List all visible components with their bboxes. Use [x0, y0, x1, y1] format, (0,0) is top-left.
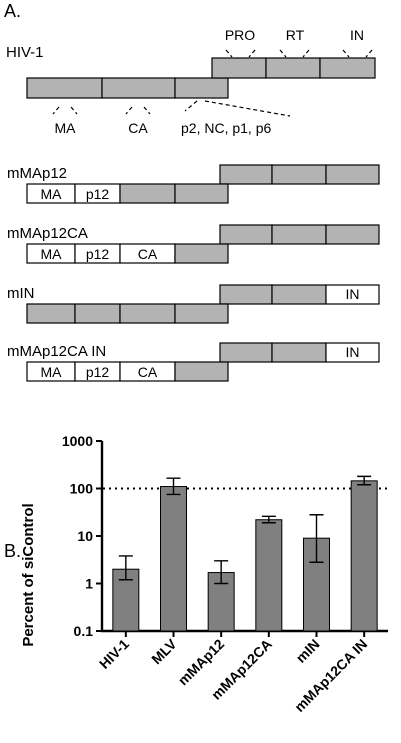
construct-row: mMAp12CA MA p12 CA	[7, 224, 380, 264]
hiv1-genome: HIV-1 PRO RT IN MA CA p2, NC, p1, p6	[6, 27, 376, 136]
error-bar	[357, 475, 372, 486]
bar	[350, 480, 378, 632]
ca-callout	[125, 106, 151, 115]
bar	[160, 486, 187, 632]
y-tick-label: 100	[70, 481, 94, 497]
pol-segment	[325, 342, 380, 363]
y-tick-label: 1	[85, 576, 93, 592]
panel-a-label: A.	[4, 1, 21, 21]
construct-row: mMAp12CA IN IN MA p12 CA	[7, 342, 380, 382]
construct-name: mIN	[7, 285, 35, 302]
construct-row: mIN IN	[7, 284, 380, 324]
gag-segment-label: p12	[86, 186, 110, 202]
in-callout	[342, 49, 373, 58]
construct-name: mMAp12	[7, 165, 67, 182]
gag-segment	[119, 303, 176, 324]
pol-segment	[219, 284, 273, 305]
gag-segment-label: CA	[138, 364, 158, 380]
x-tick-label: HIV-1	[96, 636, 132, 672]
pol-segment-label: IN	[346, 286, 360, 302]
gag-segment-label: MA	[41, 246, 63, 262]
construct-name: mMAp12CA IN	[7, 343, 106, 360]
pol-segment-label: IN	[346, 344, 360, 360]
gag-segment	[174, 361, 229, 382]
pol-segment	[219, 342, 273, 363]
hiv1-p2-segment	[174, 77, 229, 99]
hiv1-pro-segment	[211, 57, 267, 79]
gag-segment	[74, 303, 121, 324]
gag-segment	[174, 303, 229, 324]
hiv1-rt-segment	[265, 57, 321, 79]
pol-segment	[271, 164, 327, 185]
gag-segment	[119, 183, 176, 204]
y-tick-label: 1000	[62, 433, 93, 449]
construct-name: mMAp12CA	[7, 225, 88, 242]
error-bar	[166, 477, 181, 496]
gag-segment-label: p12	[86, 246, 110, 262]
hiv1-label: HIV-1	[6, 44, 44, 61]
pol-segment	[219, 224, 273, 245]
pol-segment	[271, 284, 327, 305]
pro-label: PRO	[225, 27, 255, 43]
pol-segment	[271, 224, 327, 245]
gag-segment	[174, 183, 229, 204]
ma-label: MA	[55, 120, 77, 136]
error-bar	[261, 515, 276, 524]
ma-callout	[52, 106, 78, 115]
construct-row: mMAp12 MA p12	[7, 164, 380, 204]
pol-segment	[325, 284, 380, 305]
pol-segment	[271, 342, 327, 363]
x-tick-label: mIN	[293, 636, 323, 666]
axes	[100, 441, 388, 633]
y-tick-label: 10	[77, 528, 93, 544]
gag-segment-label: CA	[138, 246, 158, 262]
p2-callout	[184, 100, 291, 117]
gag-segment-label: p12	[86, 364, 110, 380]
error-bar	[214, 560, 229, 585]
x-tick-label: MLV	[148, 635, 180, 667]
rt-label: RT	[286, 27, 305, 43]
gag-segment-label: MA	[41, 186, 63, 202]
y-tick-label: 0.1	[74, 623, 94, 639]
hiv1-in-segment	[319, 57, 376, 79]
panel-b-label: B.	[4, 541, 21, 561]
pol-segment	[325, 224, 380, 245]
hiv1-ma-segment	[26, 77, 103, 99]
gag-segment-label: MA	[41, 364, 63, 380]
bar	[255, 519, 283, 632]
gag-segment	[26, 303, 76, 324]
error-bar	[118, 555, 133, 581]
rt-callout	[279, 49, 310, 58]
y-axis-title: Percent of siControl	[20, 503, 37, 646]
p2-nc-p1-p6-label: p2, NC, p1, p6	[181, 120, 271, 136]
ca-label: CA	[128, 120, 148, 136]
pol-segment	[219, 164, 273, 185]
error-bar	[309, 514, 324, 563]
hiv1-ca-segment	[101, 77, 176, 99]
gag-segment	[174, 243, 229, 264]
in-label: IN	[350, 27, 364, 43]
pro-callout	[225, 49, 256, 58]
pol-segment	[325, 164, 380, 185]
